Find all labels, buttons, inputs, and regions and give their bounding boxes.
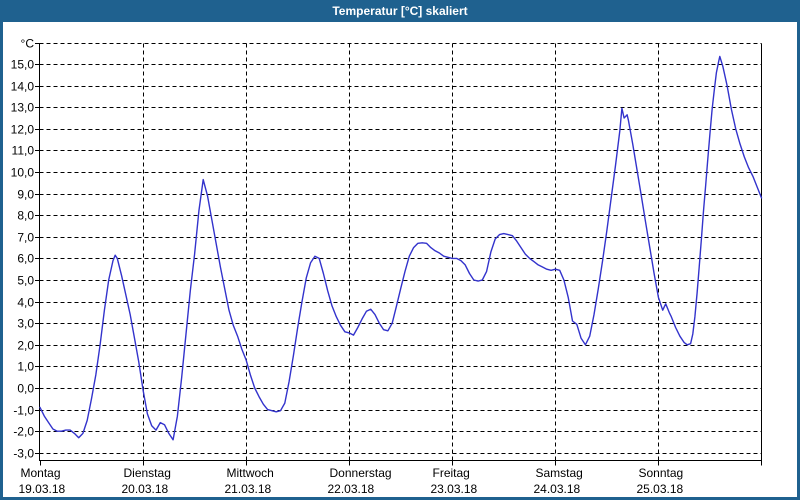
y-tick-label: 8,0 bbox=[17, 209, 34, 223]
x-date-label: 22.03.18 bbox=[328, 482, 375, 496]
y-tick-label: 4,0 bbox=[17, 296, 34, 310]
y-tick-label: 2,0 bbox=[17, 339, 34, 353]
y-tick-label: 1,0 bbox=[17, 360, 34, 374]
y-tick-label: 7,0 bbox=[17, 231, 34, 245]
y-tick-label: 14,0 bbox=[11, 80, 35, 94]
x-day-label: Freitag bbox=[433, 466, 470, 480]
x-day-label: Montag bbox=[21, 466, 61, 480]
y-tick-label: -1,0 bbox=[13, 404, 34, 418]
x-day-label: Dienstag bbox=[124, 466, 171, 480]
x-day-label: Samstag bbox=[536, 466, 583, 480]
y-axis-unit-label: °C bbox=[21, 37, 35, 51]
y-tick-label: 12,0 bbox=[11, 123, 35, 137]
x-day-label: Donnerstag bbox=[330, 466, 392, 480]
y-tick-label: 6,0 bbox=[17, 252, 34, 266]
y-tick-label: 0,0 bbox=[17, 382, 34, 396]
y-tick-label: -2,0 bbox=[13, 425, 34, 439]
x-date-label: 19.03.18 bbox=[19, 482, 66, 496]
chart-svg[interactable]: 15,0 14,0 13,0 12,0 11,0 10,0 9,0 8,0 7,0 6,0 5,0 4… bbox=[3, 22, 797, 497]
y-tick-label: -3,0 bbox=[13, 447, 34, 461]
y-tick-label: 5,0 bbox=[17, 274, 34, 288]
chart-area: 15,0 14,0 13,0 12,0 11,0 10,0 9,0 8,0 7,0 6,0 5,0 4… bbox=[0, 22, 800, 500]
plot-border bbox=[39, 43, 762, 461]
title-bar[interactable]: Temperatur [°C] skaliert bbox=[0, 0, 800, 22]
x-day-label: Sonntag bbox=[639, 466, 684, 480]
temperature-line bbox=[39, 55, 763, 441]
y-tick-label: 9,0 bbox=[17, 188, 34, 202]
y-tick-label: 10,0 bbox=[11, 166, 35, 180]
y-tick-label: 11,0 bbox=[12, 144, 35, 158]
y-tick-label: 13,0 bbox=[11, 101, 35, 115]
y-tick-label: 15,0 bbox=[11, 58, 35, 72]
x-date-label: 21.03.18 bbox=[225, 482, 272, 496]
x-day-label: Mittwoch bbox=[227, 466, 274, 480]
x-date-label: 23.03.18 bbox=[431, 482, 478, 496]
window-title: Temperatur [°C] skaliert bbox=[332, 4, 468, 18]
x-date-label: 24.03.18 bbox=[534, 482, 581, 496]
x-date-label: 25.03.18 bbox=[637, 482, 684, 496]
y-tick-label: 3,0 bbox=[17, 317, 34, 331]
x-date-label: 20.03.18 bbox=[122, 482, 169, 496]
